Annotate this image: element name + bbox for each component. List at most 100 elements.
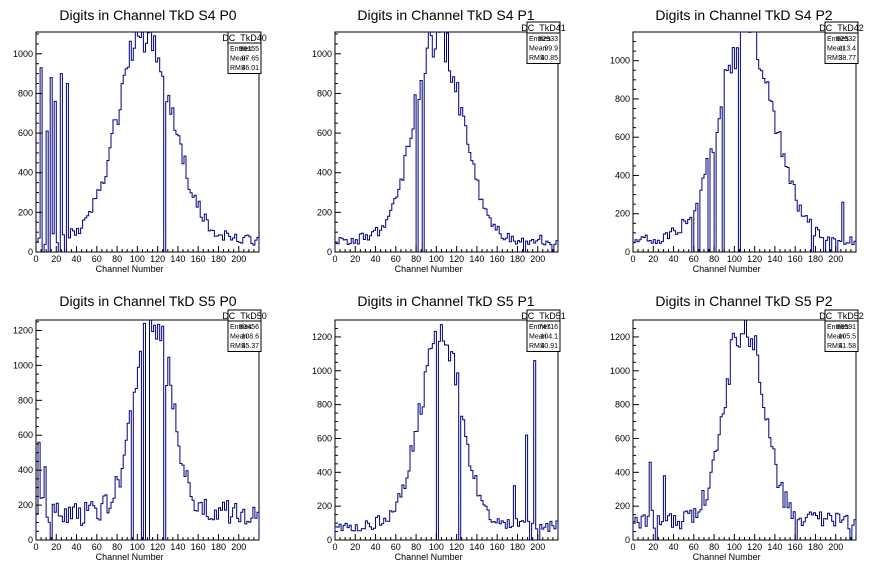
- y-tick-label: 600: [317, 433, 332, 443]
- stats-key: Mean: [529, 334, 547, 341]
- x-tick-label: 120: [150, 254, 165, 264]
- stats-key: RMS: [230, 65, 246, 72]
- x-tick-label: 180: [808, 542, 823, 552]
- x-tick-label: 80: [112, 542, 122, 552]
- x-tick-label: 180: [510, 542, 525, 552]
- x-tick-label: 80: [411, 254, 421, 264]
- x-tick-label: 200: [530, 542, 545, 552]
- stats-value: 46.01: [241, 65, 259, 72]
- stats-value: 40.85: [540, 55, 558, 62]
- stats-box-frame: [526, 309, 561, 352]
- chart-panel-3: Digits in Channel TkD S4 P2 0 20 40 60 80 100 1…: [610, 7, 864, 274]
- y-tick-label: 400: [615, 467, 630, 477]
- stats-value: 83456: [240, 324, 260, 331]
- stats-value: 41.58: [838, 343, 856, 350]
- stats-key: Mean: [230, 56, 248, 63]
- stats-name: DC_TkD52: [819, 311, 864, 321]
- stats-key: RMS: [230, 343, 246, 350]
- stats-value: 96155: [240, 46, 260, 53]
- x-tick-label: 200: [231, 254, 246, 264]
- x-tick-label: 60: [391, 542, 401, 552]
- stats-key: Entries: [529, 36, 551, 43]
- y-tick-label: 1000: [610, 56, 630, 66]
- stats-key: RMS: [529, 343, 545, 350]
- chart-title: Digits in Channel TkD S4 P1: [357, 7, 534, 23]
- histogram-series: [334, 324, 559, 541]
- x-tick-label: 60: [689, 542, 699, 552]
- stats-key: Mean: [529, 46, 547, 53]
- stats-value: 38.77: [838, 55, 856, 62]
- x-tick-label: 160: [191, 542, 206, 552]
- stats-value: 97.65: [241, 56, 259, 63]
- stats-box-frame: [824, 309, 859, 352]
- chart-title: Digits in Channel TkD S4 P2: [655, 7, 832, 23]
- stats-key: RMS: [529, 55, 545, 62]
- stats-box-frame: [526, 21, 561, 64]
- chart-panel-2: Digits in Channel TkD S4 P1 0 20 40 60 80 100 1…: [312, 7, 566, 274]
- x-tick-label: 120: [150, 542, 165, 552]
- y-tick-label: 600: [615, 433, 630, 443]
- x-tick-label: 40: [72, 542, 82, 552]
- chart-title: Digits in Channel TkD S5 P2: [655, 293, 832, 309]
- stats-value: 62532: [837, 36, 857, 43]
- plot-frame: [334, 319, 559, 541]
- stats-key: Mean: [230, 334, 248, 341]
- y-tick-label: 200: [18, 207, 33, 217]
- x-tick-label: 80: [709, 542, 719, 552]
- x-tick-label: 40: [72, 254, 82, 264]
- x-tick-label: 40: [371, 542, 381, 552]
- x-tick-label: 160: [490, 254, 505, 264]
- x-axis-label: Channel Number: [395, 552, 463, 562]
- histogram-series: [35, 31, 260, 253]
- x-axis-label: Channel Number: [96, 264, 164, 274]
- y-tick-label: 0: [625, 247, 630, 257]
- histogram-series: [632, 319, 857, 541]
- x-tick-label: 20: [350, 542, 360, 552]
- x-tick-label: 40: [371, 254, 381, 264]
- x-axis-label: Channel Number: [96, 552, 164, 562]
- histogram-series: [334, 31, 559, 253]
- stats-value: 82933: [539, 36, 559, 43]
- plot-frame: [35, 31, 260, 253]
- plot-frame: [334, 31, 559, 253]
- y-tick-label: 1000: [312, 49, 332, 59]
- y-tick-label: 400: [615, 170, 630, 180]
- y-tick-label: 400: [18, 465, 33, 475]
- plot-frame: [632, 319, 857, 541]
- x-tick-label: 200: [828, 542, 843, 552]
- x-tick-label: 140: [170, 542, 185, 552]
- y-tick-label: 1200: [610, 332, 630, 342]
- x-tick-label: 140: [469, 542, 484, 552]
- stats-key: Mean: [827, 46, 845, 53]
- stats-key: RMS: [827, 55, 843, 62]
- y-tick-label: 1200: [13, 325, 33, 335]
- y-tick-label: 400: [18, 168, 33, 178]
- y-tick-label: 0: [28, 247, 33, 257]
- x-tick-label: 80: [411, 542, 421, 552]
- stats-key: Entries: [827, 36, 849, 43]
- y-tick-label: 800: [317, 88, 332, 98]
- x-axis-label: Channel Number: [395, 264, 463, 274]
- x-tick-label: 60: [92, 254, 102, 264]
- chart-panel-5: Digits in Channel TkD S5 P1 0 20 40 60 80 100 1…: [312, 293, 566, 562]
- x-tick-label: 60: [689, 254, 699, 264]
- chart-panel-6: Digits in Channel TkD S5 P2 0 20 40 60 80 100 1…: [610, 293, 864, 562]
- stats-value: 74716: [539, 324, 559, 331]
- stats-value: 105.5: [838, 334, 856, 341]
- chart-title: Digits in Channel TkD S4 P0: [59, 7, 236, 23]
- stats-name: DC_TkD50: [222, 311, 267, 321]
- x-tick-label: 100: [429, 542, 444, 552]
- stats-value: 45.37: [241, 343, 259, 350]
- x-tick-label: 180: [808, 254, 823, 264]
- y-tick-label: 600: [18, 128, 33, 138]
- stats-box-frame: [824, 21, 859, 64]
- chart-title: Digits in Channel TkD S5 P0: [59, 293, 236, 309]
- x-tick-label: 60: [391, 254, 401, 264]
- x-tick-label: 100: [429, 254, 444, 264]
- chart-title: Digits in Channel TkD S5 P1: [357, 293, 534, 309]
- x-tick-label: 120: [449, 542, 464, 552]
